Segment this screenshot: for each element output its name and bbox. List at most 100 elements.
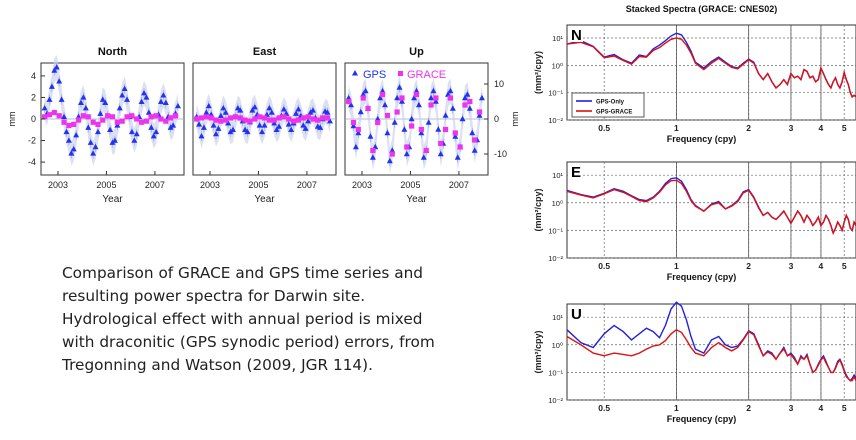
y-tick-label: 10⁰: [552, 61, 563, 70]
x-tick-label: 3: [789, 261, 794, 271]
grace-point: [394, 109, 400, 115]
grace-point: [218, 118, 224, 124]
grace-point: [457, 144, 463, 150]
gps-point: [200, 124, 207, 130]
grace-point: [428, 102, 434, 108]
x-tick-label: 2003: [352, 180, 372, 190]
gps-point: [372, 143, 379, 150]
gps-point: [461, 94, 468, 101]
grace-point: [305, 114, 311, 120]
y-tick-label: 4: [31, 71, 36, 81]
x-tick-label: 2: [746, 123, 751, 133]
y-axis-label: mm: [7, 112, 17, 127]
grace-point: [418, 126, 424, 133]
gps-point: [82, 105, 89, 111]
caption-line: Tregonning and Watson (2009, JGR 114).: [62, 356, 373, 374]
legend-label: GPS-GRACE: [596, 110, 632, 116]
gps-point: [357, 108, 364, 115]
legend-grace-marker: [398, 71, 403, 76]
gps-point: [476, 112, 483, 118]
grace-point: [360, 95, 366, 101]
gps-point: [360, 91, 367, 97]
grace-point: [168, 115, 174, 121]
grace-point: [100, 117, 106, 123]
grace-point: [442, 126, 449, 133]
y-tick-label: 0: [494, 114, 499, 124]
y-tick-label: 10¹: [552, 34, 563, 43]
x-tick-label: 2007: [449, 180, 469, 190]
gps-point: [138, 98, 145, 104]
gps-point: [237, 107, 244, 113]
grace-point: [138, 119, 145, 125]
gps-point: [350, 122, 357, 129]
y-tick-label: 0: [31, 114, 36, 124]
gps-point: [471, 147, 478, 153]
gps-point: [116, 105, 123, 111]
y-tick-label: 10⁻¹: [548, 89, 563, 98]
y-tick-label: 2: [31, 92, 36, 102]
gps-error-band: [196, 93, 330, 149]
gps-point: [215, 125, 222, 131]
gps-point: [157, 98, 164, 104]
gps-point: [288, 126, 295, 132]
gps-point: [437, 150, 444, 157]
caption-line: Hydrological effect with annual period i…: [62, 310, 423, 328]
grace-point: [266, 117, 272, 123]
gps-point: [432, 98, 439, 104]
grace-point: [433, 95, 439, 101]
x-tick-label: 3: [789, 403, 794, 413]
panel-label-bg: [568, 305, 583, 321]
gps-point: [420, 154, 427, 160]
grace-point: [85, 114, 91, 120]
gps-point: [63, 128, 70, 135]
gps-point: [352, 143, 359, 150]
y-axis-label: (mm²/cpy): [533, 188, 543, 231]
y-tick-label: 10¹: [552, 313, 563, 322]
y-axis-label: mm: [510, 112, 520, 127]
panel-title: Up: [409, 46, 424, 58]
panel-title: East: [253, 46, 277, 58]
x-tick-label: 2003: [48, 180, 68, 190]
x-tick-label: 2: [746, 403, 751, 413]
grace-point: [172, 113, 179, 119]
gps-point: [121, 85, 128, 92]
gps-point: [128, 128, 135, 135]
gps-point: [469, 129, 476, 136]
gps-point: [466, 105, 473, 111]
grace-point: [51, 109, 57, 116]
gps-point: [73, 131, 80, 138]
gps-point: [205, 102, 212, 109]
gps-point: [266, 105, 273, 111]
gps-point: [324, 109, 331, 115]
timeseries-panel-north: North 2003 2005 2007 Year 4 2 0 -2 -4 mm: [7, 46, 185, 205]
grace-point: [109, 114, 116, 120]
gps-point: [150, 133, 157, 139]
gps-point: [348, 101, 355, 108]
gps-point: [170, 122, 177, 128]
gps-point: [102, 99, 109, 106]
gps-point: [396, 84, 403, 90]
grace-point: [462, 102, 468, 108]
y-tick-label: -10: [494, 149, 507, 159]
grace-point: [95, 121, 101, 127]
gps-point: [143, 94, 150, 100]
grace-point: [290, 118, 297, 124]
plot-frame: [566, 303, 856, 401]
grace-point: [66, 122, 72, 129]
spectrum-line-gps-grace: [566, 328, 856, 382]
y-tick-label: -2: [28, 136, 36, 146]
grace-point: [472, 137, 478, 143]
grace-point: [158, 116, 164, 122]
gps-point: [114, 122, 121, 128]
gps-point: [213, 130, 220, 137]
grace-point: [194, 116, 200, 122]
gps-point: [203, 109, 210, 115]
legend-gps-label: GPS: [363, 69, 386, 81]
panel-label-bg: [568, 26, 583, 42]
y-tick-label: -4: [28, 157, 36, 167]
gps-point: [369, 154, 376, 160]
gps-point: [408, 115, 415, 122]
grace-point: [242, 117, 248, 123]
panel-label-bg: [568, 163, 583, 179]
x-tick-label: 1: [674, 261, 679, 271]
